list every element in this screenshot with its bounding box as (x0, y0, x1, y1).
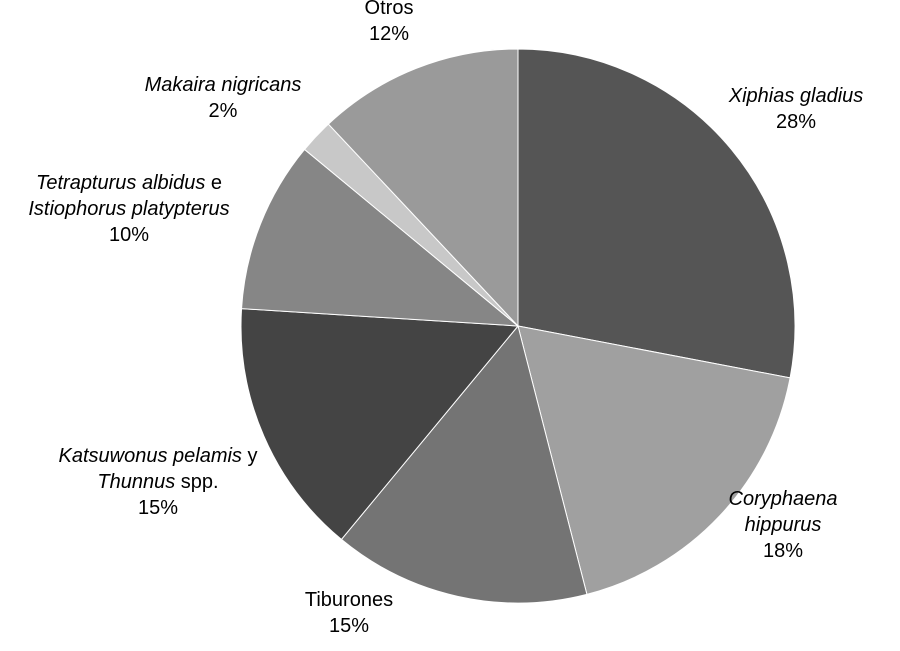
slice-label-coryphaena-hippurus: Coryphaena hippurus 18% (729, 488, 838, 562)
pie-slice-tetrapturus-albidus-e-istiophorus-platypterus (241, 148, 520, 327)
slice-value-label: 10% (109, 224, 149, 246)
slice-value-label: 2% (209, 100, 238, 122)
slice-value-label: 18% (763, 540, 803, 562)
slice-value-label: 15% (138, 497, 178, 519)
slice-label-katsuwonus-pelamis-y-thunnus-spp: Katsuwonus pelamis y Thunnus spp. 15% (59, 445, 258, 519)
slice-value-label: 28% (776, 111, 816, 133)
slice-value-label: 12% (369, 23, 409, 45)
slice-label-makaira-nigricans: Makaira nigricans 2% (145, 74, 302, 122)
pie-slice-otros (327, 48, 519, 328)
slice-label-tiburones: Tiburones 15% (305, 589, 393, 637)
pie-labels: Xiphias gladius 28% Coryphaena hippurus 18% T… (28, 0, 863, 637)
pie-slice-katsuwonus-pelamis-y-thunnus-spp (240, 308, 520, 541)
pie-slices (240, 48, 796, 604)
slice-value-label: 15% (329, 615, 369, 637)
slice-label-xiphias-gladius: Xiphias gladius 28% (728, 85, 864, 133)
pie-slice-coryphaena-hippurus (517, 325, 791, 595)
slice-label-otros: Otros 12% (365, 0, 414, 45)
pie-slice-tiburones (340, 324, 588, 604)
slice-label-tetrapturus-albidus-e-istiophorus-platypterus: Tetrapturus albidus e Istiophorus platypt… (28, 172, 229, 246)
pie-slice-xiphias-gladius (517, 48, 796, 379)
